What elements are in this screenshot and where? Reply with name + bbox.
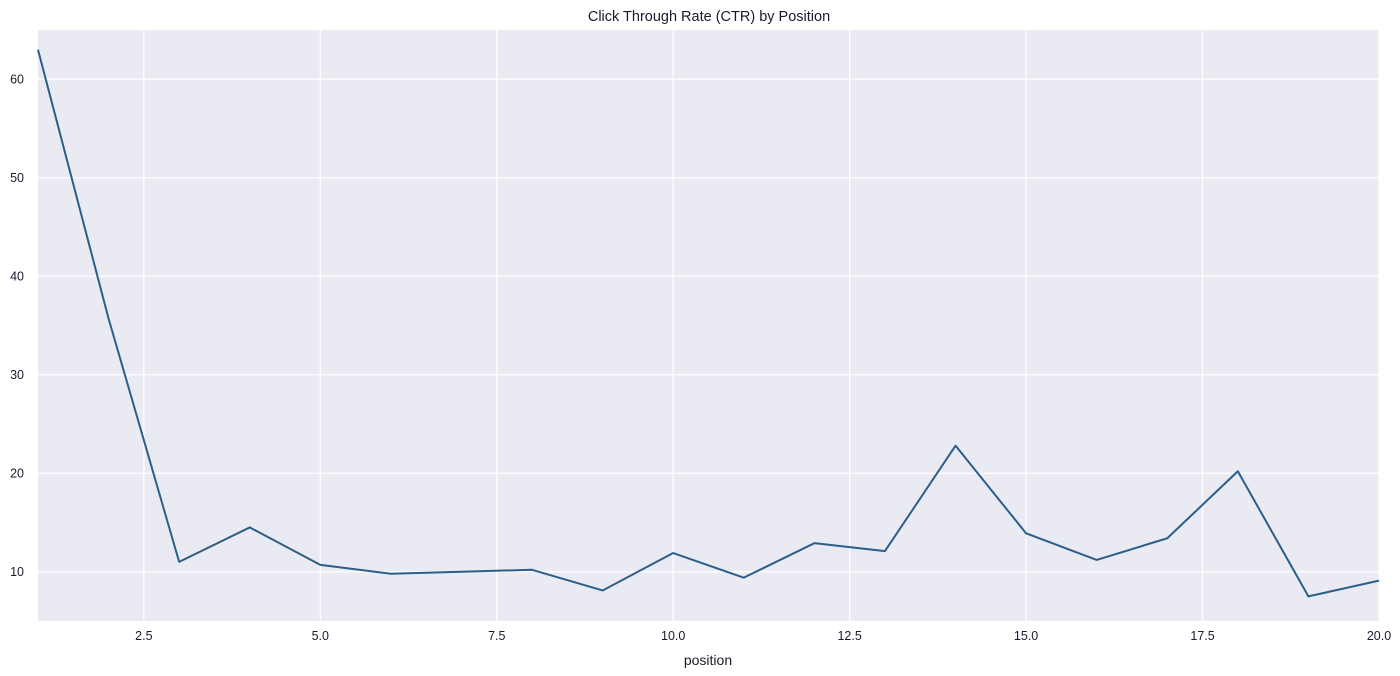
x-tick-label: 2.5 [135,629,152,643]
series-line [37,49,1380,598]
y-tick-label: 10 [10,565,24,579]
y-grid [38,78,1379,573]
x-tick-label: 17.5 [1190,629,1214,643]
x-tick-label: 7.5 [488,629,505,643]
x-tick-label: 15.0 [1014,629,1038,643]
x-tick-label: 10.0 [661,629,685,643]
x-axis-label: position [684,652,732,668]
plot-background [38,30,1379,621]
x-tick-label: 20.0 [1367,629,1391,643]
x-grid [143,30,1380,621]
y-tick-label: 30 [10,368,24,382]
chart-title: Click Through Rate (CTR) by Position [588,9,830,25]
y-tick-label: 60 [10,72,24,86]
y-tick-labels: 10 20 30 40 50 60 [10,72,24,579]
y-tick-label: 40 [10,269,24,283]
x-tick-labels: 2.5 5.0 7.5 10.0 12.5 15.0 17.5 20.0 [135,629,1391,643]
y-tick-label: 20 [10,466,24,480]
x-tick-label: 12.5 [837,629,861,643]
y-tick-label: 50 [10,171,24,185]
x-tick-label: 5.0 [312,629,329,643]
